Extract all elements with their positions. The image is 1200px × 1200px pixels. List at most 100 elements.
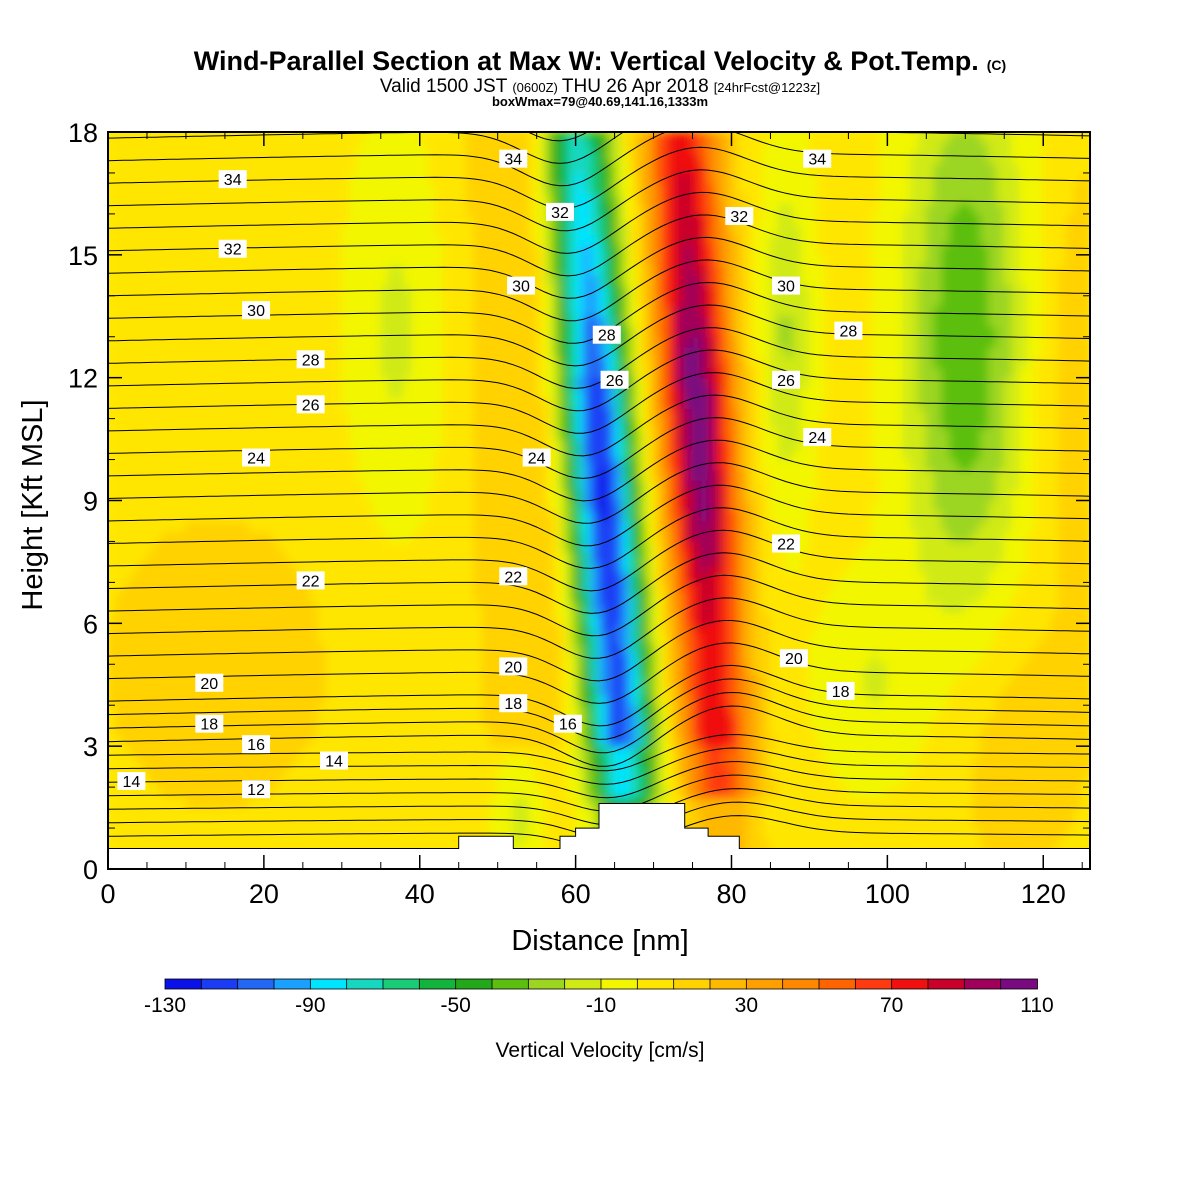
velocity-cell [614, 438, 623, 450]
velocity-cell [536, 387, 545, 399]
velocity-cell [185, 223, 195, 235]
velocity-cell [473, 551, 483, 563]
velocity-cell [489, 540, 499, 553]
velocity-cell [590, 315, 600, 327]
velocity-cell [302, 387, 312, 399]
velocity-cell [263, 694, 273, 706]
velocity-cell [123, 704, 132, 716]
velocity-cell [442, 315, 452, 327]
velocity-cell [637, 786, 647, 798]
velocity-cell [115, 223, 125, 235]
velocity-cell [271, 653, 280, 665]
velocity-cell [606, 653, 616, 665]
velocity-cell [356, 192, 366, 205]
velocity-cell [317, 274, 327, 287]
velocity-cell [551, 510, 561, 522]
velocity-cell [349, 653, 358, 665]
velocity-cell [380, 182, 390, 194]
velocity-cell [247, 132, 257, 143]
velocity-cell [512, 561, 522, 573]
velocity-cell [201, 500, 210, 512]
velocity-cell [325, 366, 335, 379]
velocity-cell [411, 714, 421, 727]
velocity-cell [341, 612, 351, 624]
velocity-cell [115, 633, 125, 645]
velocity-cell [177, 622, 187, 635]
velocity-cell [621, 786, 631, 798]
velocity-cell [497, 530, 506, 542]
velocity-cell [108, 571, 117, 583]
velocity-cell [271, 448, 280, 461]
velocity-cell [411, 530, 421, 542]
velocity-cell [356, 162, 366, 174]
velocity-cell [403, 233, 413, 246]
velocity-cell [504, 755, 514, 768]
velocity-cell [520, 418, 530, 430]
velocity-cell [481, 254, 491, 266]
velocity-cell [621, 581, 631, 594]
velocity-cell [575, 520, 584, 532]
velocity-cell [388, 714, 397, 727]
velocity-cell [302, 725, 312, 737]
velocity-cell [294, 602, 304, 614]
velocity-cell [169, 663, 179, 676]
velocity-cell [395, 796, 405, 809]
velocity-cell [310, 684, 319, 696]
velocity-cell [294, 459, 304, 471]
velocity-cell [637, 336, 647, 348]
velocity-cell [349, 755, 358, 768]
velocity-cell [411, 141, 421, 153]
velocity-cell [621, 704, 631, 716]
velocity-cell [543, 551, 553, 563]
velocity-cell [216, 561, 226, 573]
velocity-cell [263, 796, 273, 809]
velocity-cell [349, 223, 358, 235]
velocity-cell [341, 346, 351, 358]
velocity-cell [115, 162, 125, 174]
velocity-cell [341, 428, 351, 440]
velocity-cell [411, 561, 421, 573]
velocity-cell [582, 489, 592, 501]
velocity-cell [364, 469, 374, 481]
velocity-cell [177, 786, 187, 798]
velocity-cell [411, 581, 421, 594]
velocity-cell [590, 684, 600, 696]
velocity-cell [489, 377, 499, 389]
velocity-cell [575, 295, 584, 307]
velocity-cell [395, 571, 405, 583]
velocity-cell [356, 479, 366, 491]
velocity-cell [582, 653, 592, 665]
velocity-cell [108, 704, 117, 716]
velocity-cell [372, 325, 382, 338]
velocity-cell [232, 285, 241, 297]
velocity-cell [356, 571, 366, 583]
velocity-cell [247, 684, 257, 696]
velocity-cell [559, 397, 569, 409]
velocity-cell [239, 622, 249, 635]
velocity-cell [567, 684, 577, 696]
velocity-cell [224, 786, 234, 798]
velocity-cell [255, 315, 265, 327]
velocity-cell [123, 172, 132, 184]
velocity-cell [185, 592, 195, 604]
velocity-cell [590, 807, 600, 819]
velocity-cell [582, 223, 592, 235]
velocity-cell [138, 520, 148, 532]
velocity-cell [115, 571, 125, 583]
velocity-cell [536, 315, 545, 327]
velocity-cell [208, 776, 218, 788]
velocity-cell [629, 387, 639, 399]
velocity-cell [504, 581, 514, 594]
velocity-cell [520, 540, 530, 553]
velocity-cell [349, 837, 358, 850]
velocity-cell [216, 653, 226, 665]
velocity-cell [201, 151, 210, 164]
velocity-cell [364, 653, 374, 665]
velocity-cell [504, 500, 514, 512]
velocity-cell [466, 684, 475, 696]
velocity-cell [575, 213, 584, 225]
velocity-cell [123, 602, 132, 614]
velocity-cell [621, 735, 631, 747]
velocity-cell [333, 448, 343, 461]
velocity-cell [372, 735, 382, 747]
